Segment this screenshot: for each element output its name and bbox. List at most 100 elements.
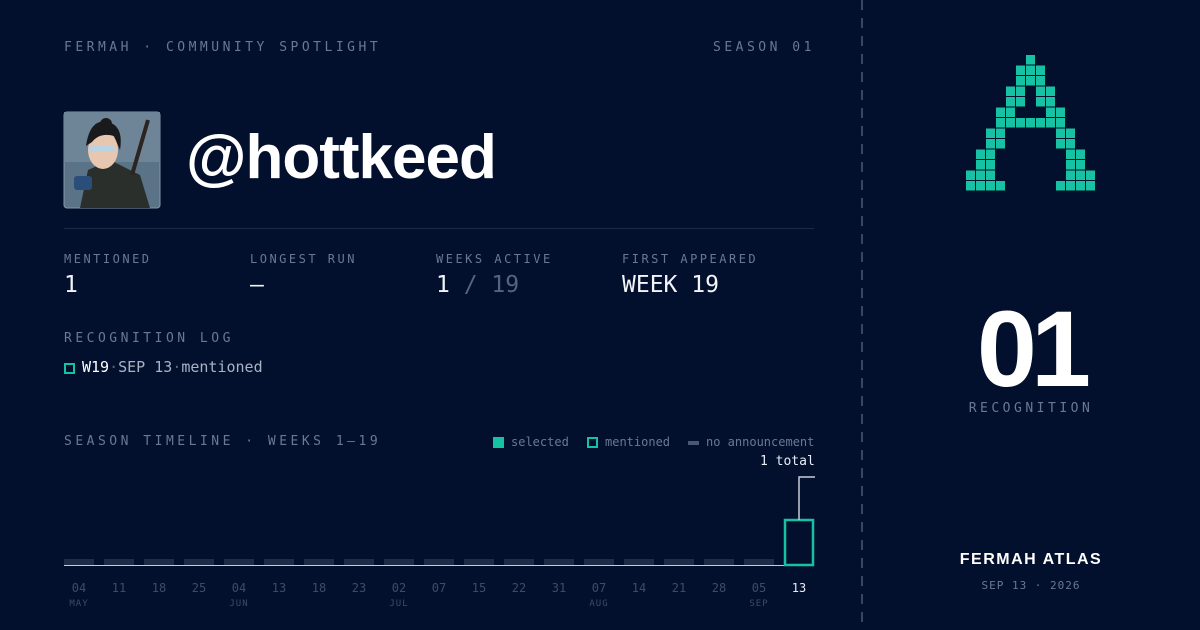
log-date: SEP 13 <box>118 358 173 376</box>
week-day: 02 <box>392 581 406 595</box>
logo-pixel <box>996 128 1005 138</box>
week-day: 11 <box>112 581 126 595</box>
logo-pixel <box>1016 118 1025 128</box>
logo-pixel <box>966 170 975 180</box>
week-day: 04 <box>232 581 246 595</box>
stat-suffix: / 19 <box>463 272 520 298</box>
logo-pixel <box>1046 107 1055 117</box>
logo-pixel <box>1066 139 1075 149</box>
logo-pixel <box>996 181 1005 191</box>
logo-pixel <box>986 181 995 191</box>
stat-value: 1 <box>64 272 78 298</box>
logo-pixel <box>1026 76 1035 86</box>
logo-pixel <box>1036 65 1045 75</box>
week-month: JUN <box>229 599 248 609</box>
logo-pixel <box>1026 65 1035 75</box>
week-bar <box>184 559 214 565</box>
week-bar <box>424 559 454 565</box>
stat-number: WEEK 19 <box>622 272 719 298</box>
logo-pixel <box>986 149 995 159</box>
logo-pixel <box>1016 76 1025 86</box>
week-bar <box>504 559 534 565</box>
week-bar <box>384 559 414 565</box>
logo-pixel <box>1036 86 1045 96</box>
stat-value: 1 / 19 <box>436 272 519 298</box>
logo-pixel <box>1006 86 1015 96</box>
total-bracket <box>798 476 815 520</box>
logo-pixel <box>1056 128 1065 138</box>
total-label: 1 total <box>760 454 815 469</box>
log-marker <box>64 363 75 374</box>
week-day: 18 <box>312 581 326 595</box>
timeline-chart: 04 MAY 11 18 25 04 JUN 13 18 23 02 JUL 07 15 22 31 07 AUG… <box>64 476 815 609</box>
legend-swatch <box>688 441 699 445</box>
week-month: MAY <box>69 599 88 609</box>
logo-pixel <box>1076 170 1085 180</box>
logo-pixel <box>976 149 985 159</box>
stat-label: MENTIONED <box>64 252 152 266</box>
logo-pixel <box>1076 160 1085 170</box>
week-month: SEP <box>749 599 768 609</box>
week-bar <box>544 559 574 565</box>
week-day: 25 <box>192 581 206 595</box>
logo-pixel <box>996 139 1005 149</box>
week-day: 28 <box>712 581 726 595</box>
logo-pixel <box>986 170 995 180</box>
logo-pixel <box>976 181 985 191</box>
logo-pixel <box>1066 128 1075 138</box>
logo-pixel <box>986 160 995 170</box>
logo-pixel <box>1066 149 1075 159</box>
logo-pixel <box>1026 55 1035 65</box>
legend-label: selected <box>511 435 569 449</box>
avatar <box>63 111 161 209</box>
side-date: SEP 13 · 2026 <box>981 579 1081 592</box>
logo-pixel <box>1056 139 1065 149</box>
logo-pixel <box>976 170 985 180</box>
legend-swatch <box>493 437 504 448</box>
log-entry: W19·SEP 13·mentioned <box>82 358 263 376</box>
stat-value: WEEK 19 <box>622 272 719 298</box>
week-bar <box>304 559 334 565</box>
timeline-title: SEASON TIMELINE · WEEKS 1–19 <box>64 434 382 449</box>
logo-pixel <box>1036 76 1045 86</box>
week-day: 07 <box>432 581 446 595</box>
rank: 01 <box>976 288 1091 409</box>
week-bar <box>64 559 94 565</box>
stat-number: 1 <box>436 272 450 298</box>
week-day: 23 <box>352 581 366 595</box>
week-bar <box>344 559 374 565</box>
week-bar <box>584 559 614 565</box>
stat-value: — <box>250 272 264 298</box>
logo-pixel <box>1046 86 1055 96</box>
week-bar <box>104 559 134 565</box>
week-month: JUL <box>389 599 408 609</box>
week-day: 15 <box>472 581 486 595</box>
week-bar <box>144 559 174 565</box>
log-title: RECOGNITION LOG <box>64 331 234 346</box>
logo-pixel <box>1036 97 1045 107</box>
legend-swatch <box>587 437 598 448</box>
week-bar <box>664 559 694 565</box>
logo-pixel <box>986 128 995 138</box>
week-day: 13 <box>272 581 286 595</box>
season: SEASON 01 <box>713 40 815 55</box>
week-bar <box>224 559 254 565</box>
logo-pixel <box>966 181 975 191</box>
side-brand: FERMAH ATLAS <box>959 551 1103 568</box>
week-bar <box>624 559 654 565</box>
week-bar <box>704 559 734 565</box>
logo-pixel <box>1026 118 1035 128</box>
brand: FERMAH · COMMUNITY SPOTLIGHT <box>64 40 382 55</box>
logo-pixel <box>1086 181 1095 191</box>
stat-number: 1 <box>64 272 78 298</box>
logo-pixel <box>976 160 985 170</box>
stat-label: LONGEST RUN <box>250 252 357 266</box>
week-day: 14 <box>632 581 646 595</box>
logo-pixel <box>1066 170 1075 180</box>
logo-pixel <box>1056 181 1065 191</box>
logo-pixel <box>1066 160 1075 170</box>
week-bar <box>264 559 294 565</box>
logo-pixel <box>1076 181 1085 191</box>
week-day: 05 <box>752 581 766 595</box>
